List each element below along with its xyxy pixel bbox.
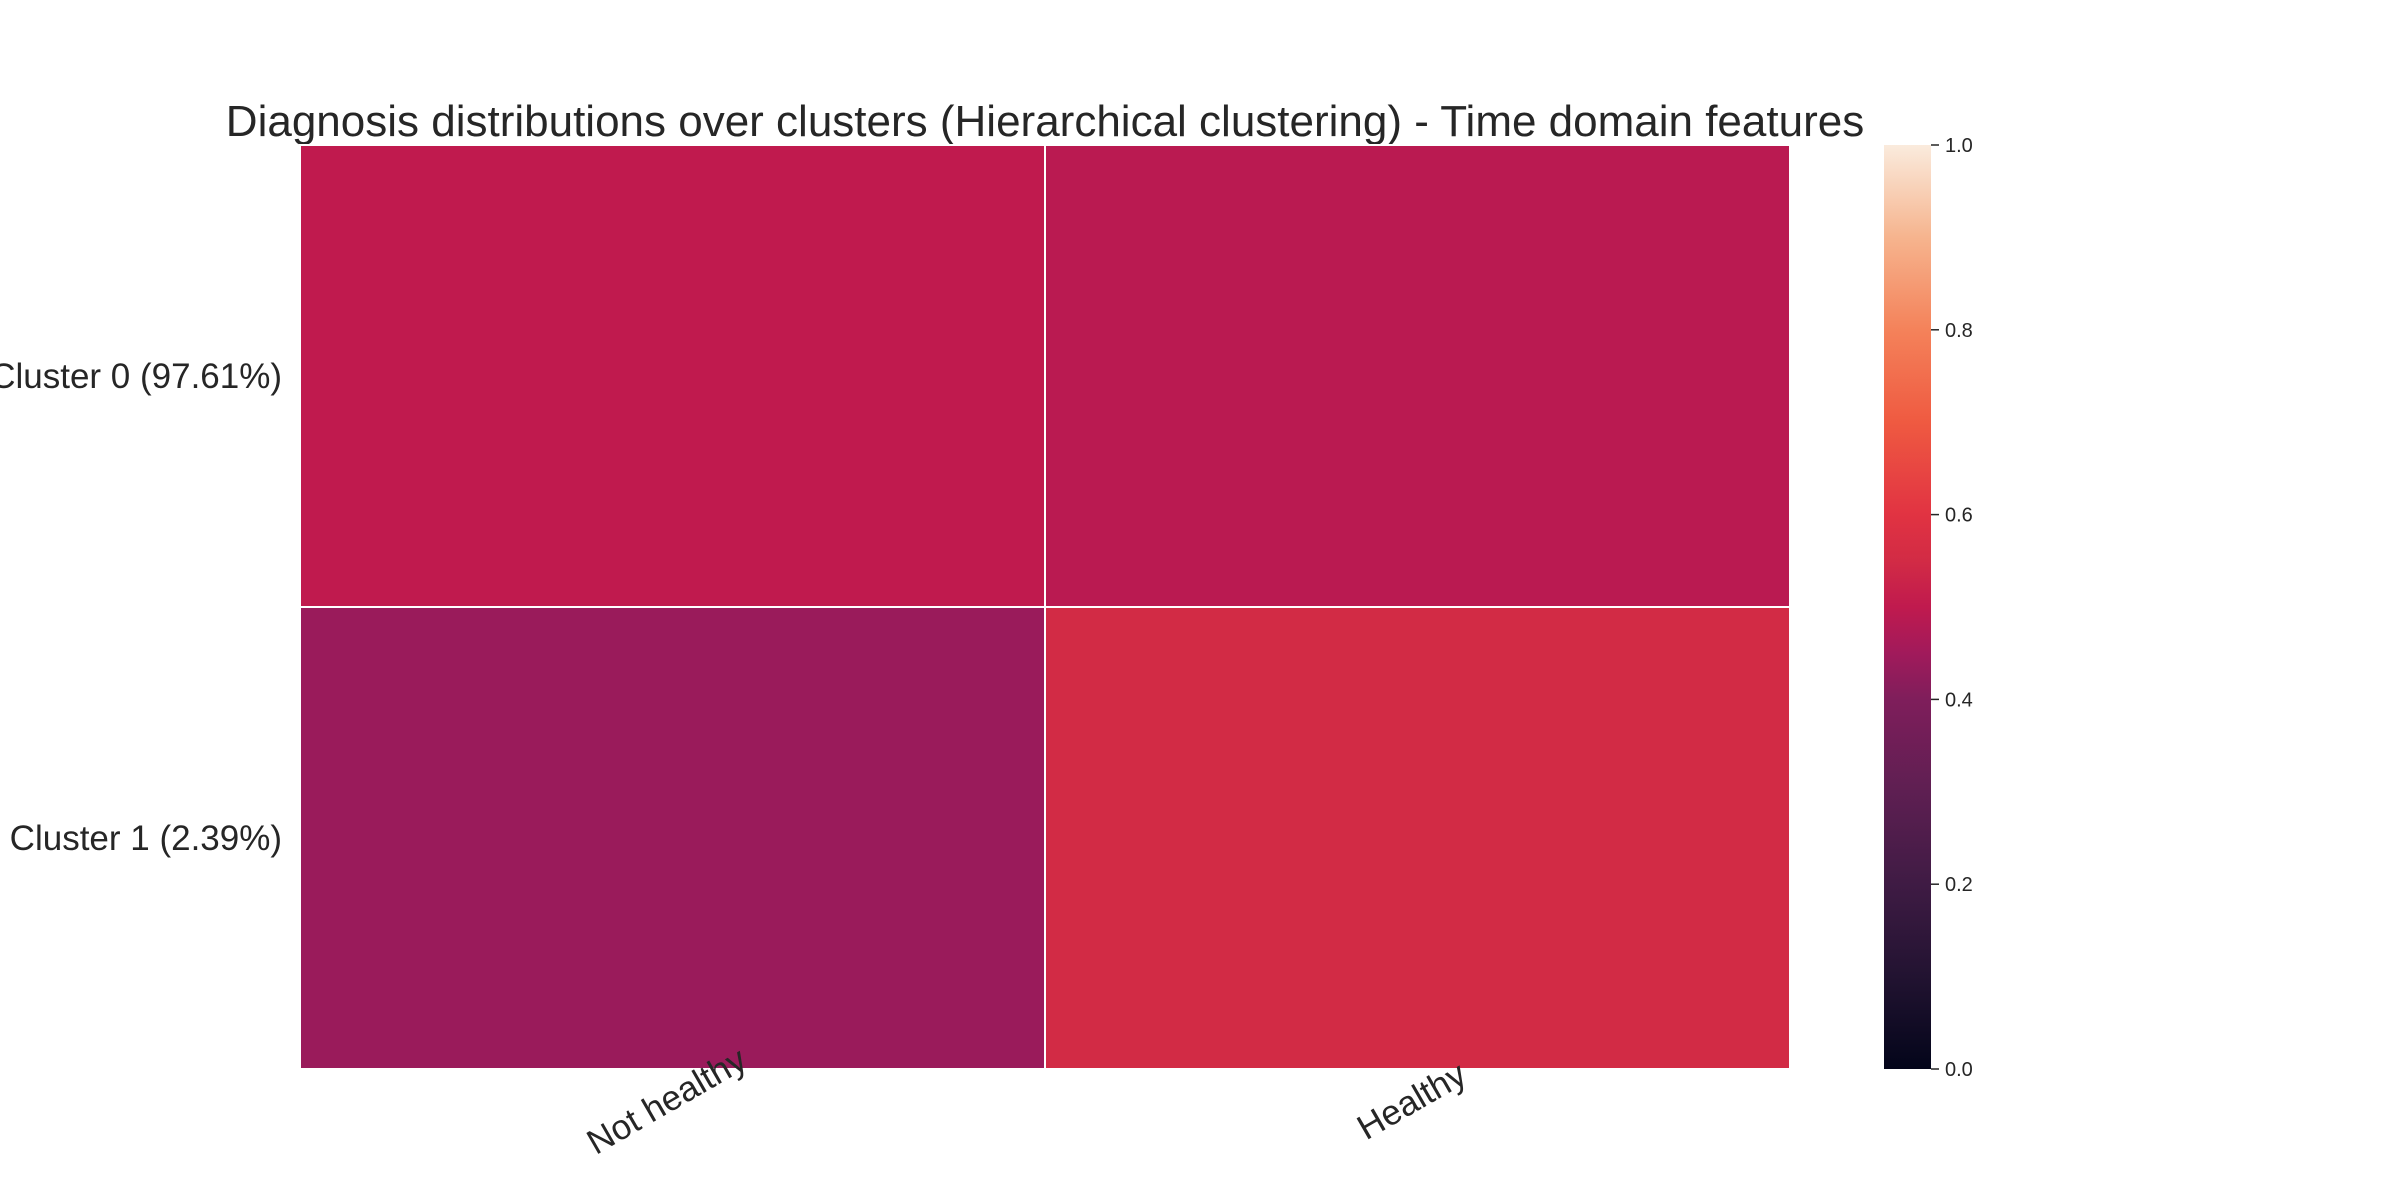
colorbar-tick-label-5: 1.0 [1945,135,1973,157]
row-label-1: Cluster 1 (2.39%) [10,819,282,858]
heatmap-cell-r0-c1 [1044,144,1791,608]
heatmap-cell-r1-c1 [1044,606,1791,1070]
colorbar-tick-label-0: 0.0 [1945,1059,1973,1081]
colorbar: 0.0 0.2 0.4 0.6 0.8 1.0 [1884,135,1973,1081]
colorbar-tick-label-3: 0.6 [1945,505,1973,527]
chart-title: Diagnosis distributions over clusters (H… [226,97,1864,146]
colorbar-tick-label-1: 0.2 [1945,874,1973,896]
row-label-0: Cluster 0 (97.61%) [0,357,282,396]
colorbar-tick-label-2: 0.4 [1945,689,1973,711]
colorbar-tick-label-4: 0.8 [1945,320,1973,342]
row-labels: Cluster 0 (97.61%) Cluster 1 (2.39%) [0,357,282,858]
colorbar-gradient [1884,145,1931,1069]
heatmap-cells [299,144,1791,1070]
heatmap-cell-r0-c0 [299,144,1046,608]
heatmap-cell-r1-c0 [299,606,1046,1070]
